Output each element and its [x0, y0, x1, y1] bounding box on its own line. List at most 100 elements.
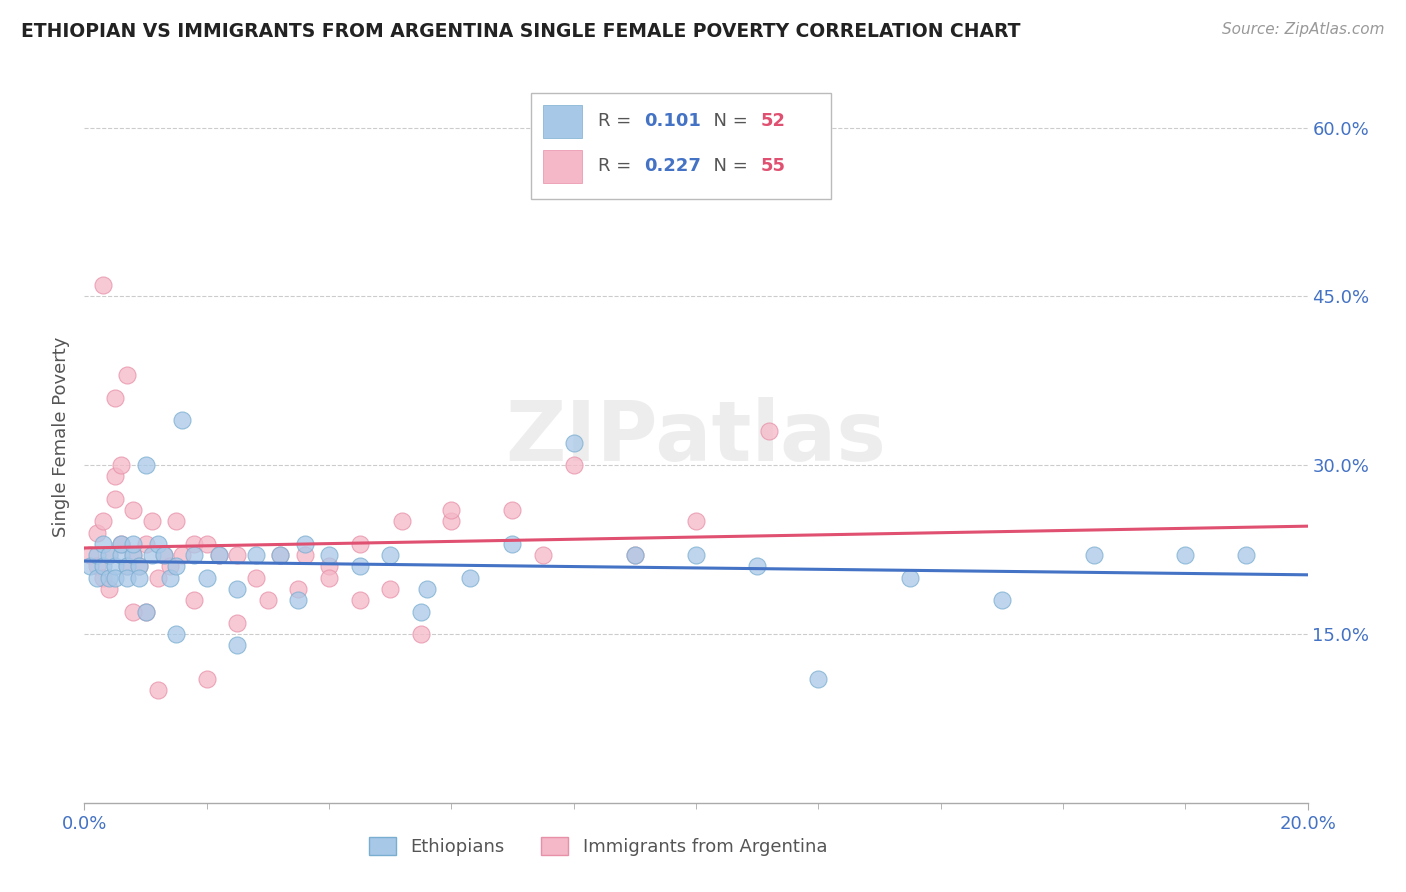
Point [287, 593, 309, 607]
Point [226, 548, 249, 562]
Point [1083, 548, 1105, 562]
Point [898, 571, 921, 585]
Text: N =: N = [702, 158, 754, 176]
Point [91, 571, 114, 585]
Point [226, 615, 249, 630]
Point [195, 537, 218, 551]
Point [146, 683, 169, 698]
Point [245, 571, 267, 585]
Text: ZIPatlas: ZIPatlas [506, 397, 886, 477]
Point [91, 559, 114, 574]
Point [122, 548, 145, 562]
Point [141, 515, 163, 529]
Y-axis label: Single Female Poverty: Single Female Poverty [52, 337, 70, 537]
Point [159, 571, 181, 585]
Point [86, 548, 108, 562]
Point [115, 368, 138, 383]
Point [562, 435, 585, 450]
Point [115, 559, 138, 574]
Point [86, 571, 108, 585]
Point [245, 548, 267, 562]
Point [128, 571, 150, 585]
Point [747, 559, 769, 574]
Point [115, 571, 138, 585]
Point [758, 425, 780, 439]
Point [79, 548, 101, 562]
Point [416, 582, 439, 596]
Point [172, 413, 194, 427]
Point [122, 548, 145, 562]
Bar [543, 104, 582, 137]
Point [135, 605, 157, 619]
Point [110, 458, 132, 473]
Point [172, 548, 194, 562]
Point [685, 548, 707, 562]
FancyBboxPatch shape [531, 94, 831, 200]
Point [97, 571, 120, 585]
Point [380, 582, 402, 596]
Point [165, 559, 187, 574]
Point [141, 548, 163, 562]
Point [624, 548, 647, 562]
Point [153, 548, 176, 562]
Point [685, 515, 707, 529]
Point [624, 548, 647, 562]
Point [183, 593, 205, 607]
Point [86, 525, 108, 540]
Point [128, 559, 150, 574]
Point [122, 605, 145, 619]
Point [97, 582, 120, 596]
Point [458, 571, 481, 585]
Point [269, 548, 291, 562]
Point [110, 548, 132, 562]
Point [183, 548, 205, 562]
Text: R =: R = [598, 158, 637, 176]
Point [165, 627, 187, 641]
Text: 52: 52 [761, 112, 786, 130]
Point [195, 672, 218, 686]
Point [208, 548, 231, 562]
Point [79, 559, 101, 574]
Point [1236, 548, 1258, 562]
Point [146, 537, 169, 551]
Point [318, 571, 340, 585]
Point [562, 458, 585, 473]
Point [991, 593, 1014, 607]
Text: ETHIOPIAN VS IMMIGRANTS FROM ARGENTINA SINGLE FEMALE POVERTY CORRELATION CHART: ETHIOPIAN VS IMMIGRANTS FROM ARGENTINA S… [21, 22, 1021, 41]
Point [380, 548, 402, 562]
Point [97, 548, 120, 562]
Point [318, 548, 340, 562]
Point [165, 515, 187, 529]
Point [91, 537, 114, 551]
Legend: Ethiopians, Immigrants from Argentina: Ethiopians, Immigrants from Argentina [361, 830, 834, 863]
Point [110, 537, 132, 551]
Point [531, 548, 554, 562]
Point [86, 559, 108, 574]
Point [104, 559, 127, 574]
Point [159, 559, 181, 574]
Point [409, 627, 432, 641]
Point [349, 559, 371, 574]
Point [128, 559, 150, 574]
Point [110, 537, 132, 551]
Point [807, 672, 830, 686]
Point [104, 491, 127, 506]
Point [440, 515, 463, 529]
Point [146, 571, 169, 585]
Point [294, 537, 316, 551]
Point [183, 537, 205, 551]
Text: 55: 55 [761, 158, 786, 176]
Point [104, 469, 127, 483]
Point [122, 503, 145, 517]
Point [104, 571, 127, 585]
Point [502, 537, 524, 551]
Point [502, 503, 524, 517]
Point [135, 605, 157, 619]
Point [115, 559, 138, 574]
Point [1174, 548, 1197, 562]
Text: 0.101: 0.101 [644, 112, 702, 130]
Point [208, 548, 231, 562]
Point [287, 582, 309, 596]
Text: N =: N = [702, 112, 754, 130]
Point [391, 515, 413, 529]
